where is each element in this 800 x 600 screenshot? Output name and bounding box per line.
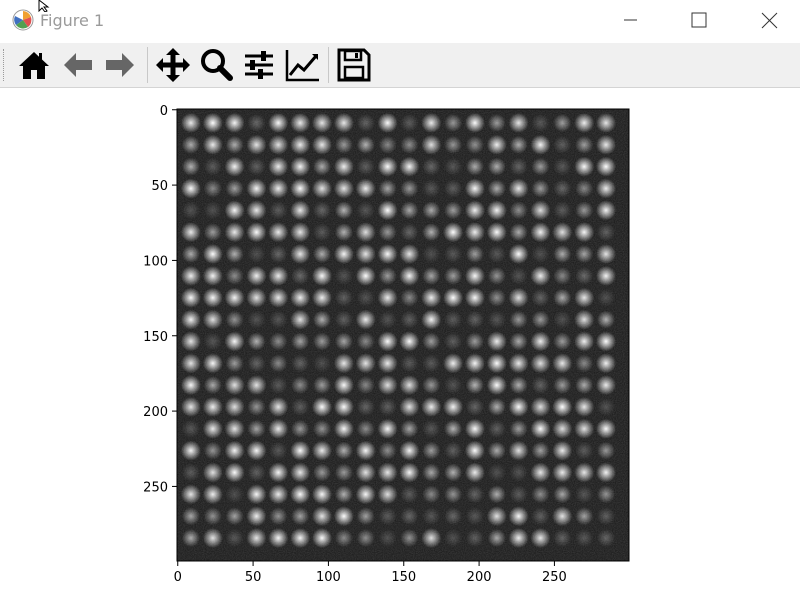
save-icon[interactable] xyxy=(335,46,373,84)
toolbar-separator xyxy=(328,47,329,83)
y-tick-label: 250 xyxy=(143,480,168,495)
pan-icon[interactable] xyxy=(154,46,192,84)
y-tick-label: 150 xyxy=(143,330,168,345)
y-tick-label: 0 xyxy=(160,104,168,119)
x-tick-label: 250 xyxy=(542,570,567,585)
close-button[interactable] xyxy=(746,4,792,36)
back-arrow-icon[interactable] xyxy=(59,46,97,84)
navigation-toolbar xyxy=(0,43,800,88)
window-title: Figure 1 xyxy=(40,11,104,30)
zoom-icon[interactable] xyxy=(197,46,235,84)
image-noise xyxy=(177,109,629,561)
x-tick-label: 200 xyxy=(467,570,492,585)
x-tick-label: 0 xyxy=(174,570,182,585)
image-axes: 0 50 100 150 200 250 0 50 100 150 200 250 xyxy=(143,104,629,585)
x-tick-label: 100 xyxy=(316,570,341,585)
x-tick-label: 150 xyxy=(391,570,416,585)
edit-axes-icon[interactable] xyxy=(283,46,321,84)
y-axis: 0 50 100 150 200 250 xyxy=(143,104,177,496)
mouse-cursor-icon xyxy=(38,0,58,12)
figure-canvas[interactable]: 0 50 100 150 200 250 0 50 100 150 200 250 xyxy=(0,88,800,600)
matplotlib-logo-icon xyxy=(12,9,34,31)
y-tick-label: 100 xyxy=(143,254,168,269)
maximize-button[interactable] xyxy=(676,4,722,36)
home-icon[interactable] xyxy=(15,46,53,84)
toolbar-separator xyxy=(147,47,148,83)
x-tick-label: 50 xyxy=(245,570,262,585)
title-bar: Figure 1 xyxy=(0,0,800,42)
y-tick-label: 50 xyxy=(151,179,168,194)
forward-arrow-icon[interactable] xyxy=(101,46,139,84)
minimize-button[interactable] xyxy=(607,4,653,36)
toolbar-grip[interactable] xyxy=(3,49,6,81)
y-tick-label: 200 xyxy=(143,405,168,420)
configure-subplots-icon[interactable] xyxy=(240,46,278,84)
x-axis: 0 50 100 150 200 250 xyxy=(174,561,567,585)
